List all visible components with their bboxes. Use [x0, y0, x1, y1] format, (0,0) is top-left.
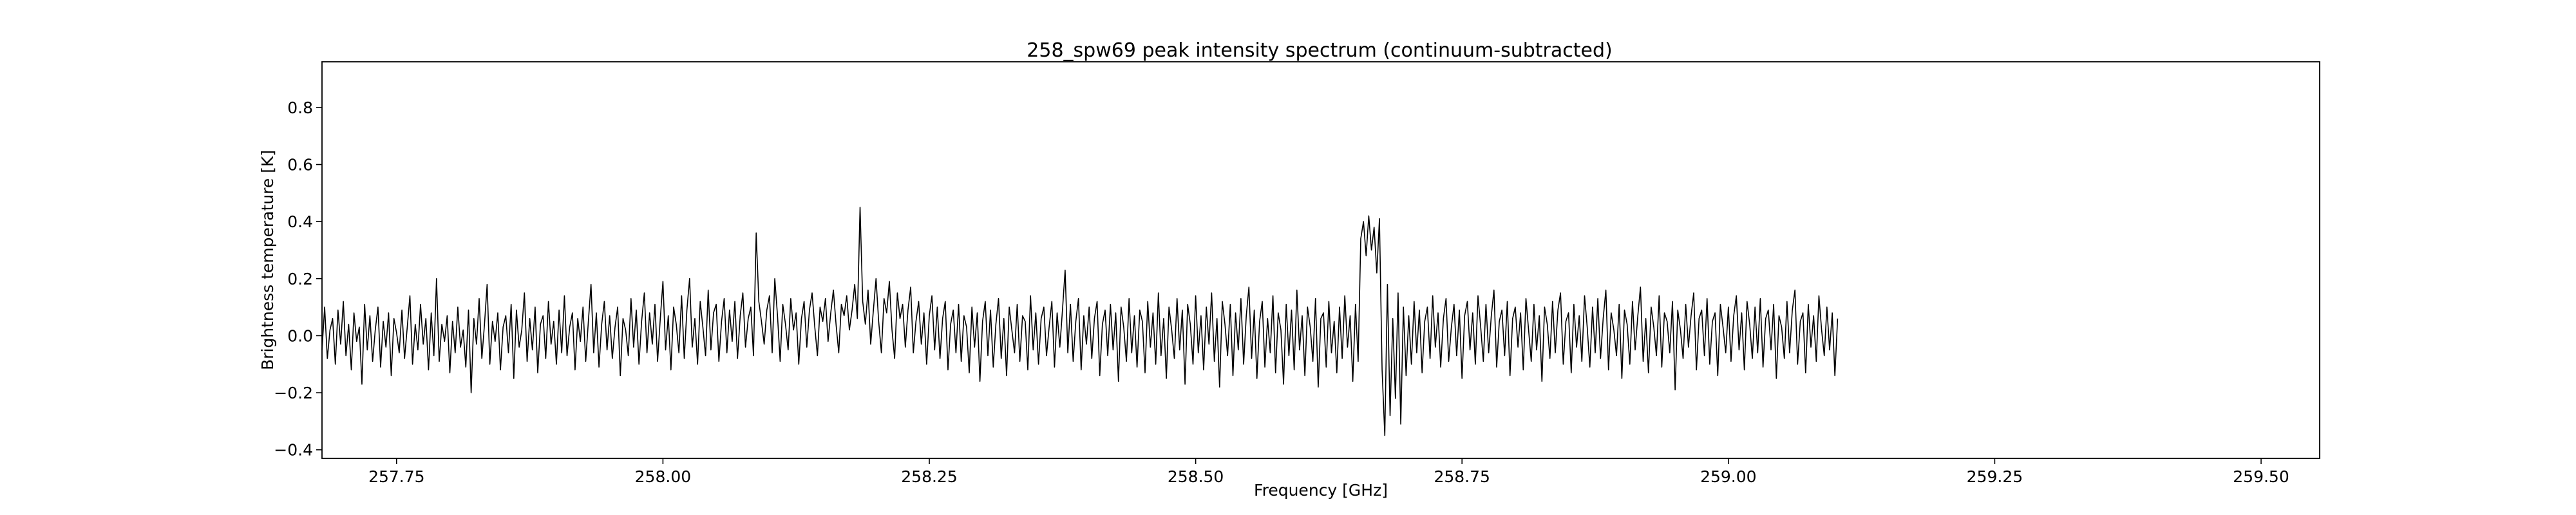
plot-area — [321, 61, 2320, 459]
x-tick-label: 258.50 — [1168, 467, 1224, 486]
y-tick-label: 0.2 — [287, 270, 313, 288]
x-tick-label: 259.25 — [1967, 467, 2023, 486]
x-tick-label: 259.50 — [2233, 467, 2289, 486]
x-tick-label: 258.75 — [1434, 467, 1490, 486]
x-tick-label: 257.75 — [368, 467, 424, 486]
chart-title: 258_spw69 peak intensity spectrum (conti… — [1027, 39, 1612, 62]
y-tick-label: 0.0 — [287, 326, 313, 345]
y-tick-label: −0.4 — [274, 441, 313, 460]
plot-frame — [321, 61, 2320, 459]
spectrum-line — [321, 207, 1839, 436]
x-tick-label: 259.00 — [1700, 467, 1756, 486]
y-axis-label: Brightness temperature [K] — [258, 150, 277, 370]
x-tick-label: 258.00 — [635, 467, 691, 486]
y-tick-label: −0.2 — [274, 384, 313, 402]
x-tick-label: 258.25 — [901, 467, 957, 486]
y-tick-label: 0.6 — [287, 156, 313, 174]
y-tick-label: 0.8 — [287, 98, 313, 117]
y-tick-label: 0.4 — [287, 212, 313, 231]
x-axis: 257.75 258.00 258.25 258.50 258.75 259.00 259.… — [368, 458, 2289, 486]
x-axis-label: Frequency [GHz] — [1254, 481, 1388, 500]
y-axis: −0.4 −0.2 0.0 0.2 0.4 0.6 0.8 — [274, 98, 322, 460]
